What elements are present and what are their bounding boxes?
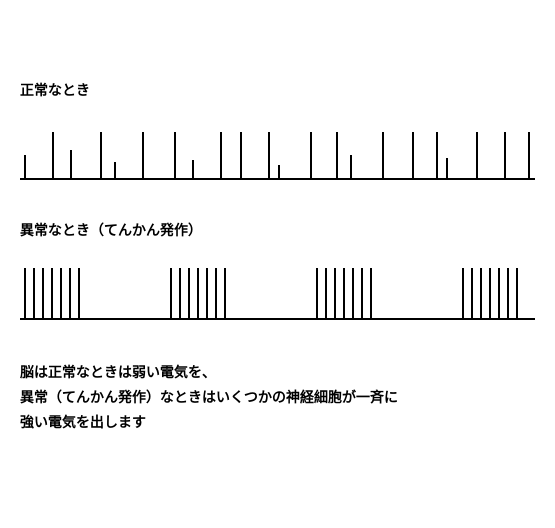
caption-line-1: 脳は正常なときは弱い電気を、 bbox=[20, 360, 535, 385]
spike bbox=[462, 268, 464, 320]
spike bbox=[471, 268, 473, 320]
spike bbox=[316, 268, 318, 320]
caption-line-3: 強い電気を出します bbox=[20, 410, 535, 435]
spike bbox=[206, 268, 208, 320]
normal-spike-chart bbox=[20, 120, 535, 180]
spike bbox=[69, 268, 71, 320]
spike bbox=[480, 268, 482, 320]
spike bbox=[436, 132, 438, 180]
spike bbox=[24, 268, 26, 320]
spike bbox=[336, 132, 338, 180]
baseline bbox=[20, 318, 535, 320]
spike bbox=[352, 268, 354, 320]
spike bbox=[476, 132, 478, 180]
spike bbox=[446, 158, 448, 180]
spike bbox=[114, 162, 116, 180]
spike bbox=[507, 268, 509, 320]
spike bbox=[516, 268, 518, 320]
spike bbox=[224, 268, 226, 320]
spike bbox=[528, 132, 530, 180]
spike bbox=[170, 268, 172, 320]
spike bbox=[188, 268, 190, 320]
spike bbox=[240, 132, 242, 180]
spike bbox=[52, 132, 54, 180]
spike bbox=[78, 268, 80, 320]
abnormal-title: 異常なとき（てんかん発作） bbox=[20, 220, 535, 240]
spike bbox=[361, 268, 363, 320]
spike bbox=[192, 160, 194, 180]
spike bbox=[70, 150, 72, 180]
spike bbox=[498, 268, 500, 320]
spike bbox=[142, 132, 144, 180]
spike bbox=[33, 268, 35, 320]
spike bbox=[51, 268, 53, 320]
spike bbox=[179, 268, 181, 320]
spike bbox=[504, 132, 506, 180]
spike bbox=[310, 132, 312, 180]
spike bbox=[268, 132, 270, 180]
spike bbox=[197, 268, 199, 320]
spike bbox=[220, 132, 222, 180]
spike bbox=[24, 155, 26, 180]
spike bbox=[370, 268, 372, 320]
spike bbox=[42, 268, 44, 320]
spike bbox=[350, 155, 352, 180]
spike bbox=[343, 268, 345, 320]
spike bbox=[174, 132, 176, 180]
spike bbox=[412, 132, 414, 180]
caption-block: 脳は正常なときは弱い電気を、 異常（てんかん発作）なときはいくつかの神経細胞が一… bbox=[20, 360, 535, 436]
normal-title: 正常なとき bbox=[20, 80, 535, 100]
spike bbox=[334, 268, 336, 320]
caption-line-2: 異常（てんかん発作）なときはいくつかの神経細胞が一斉に bbox=[20, 385, 535, 410]
spike bbox=[278, 165, 280, 180]
abnormal-spike-chart bbox=[20, 260, 535, 320]
spike bbox=[60, 268, 62, 320]
spike bbox=[325, 268, 327, 320]
spike bbox=[489, 268, 491, 320]
spike bbox=[215, 268, 217, 320]
spike bbox=[100, 132, 102, 180]
spike bbox=[382, 132, 384, 180]
